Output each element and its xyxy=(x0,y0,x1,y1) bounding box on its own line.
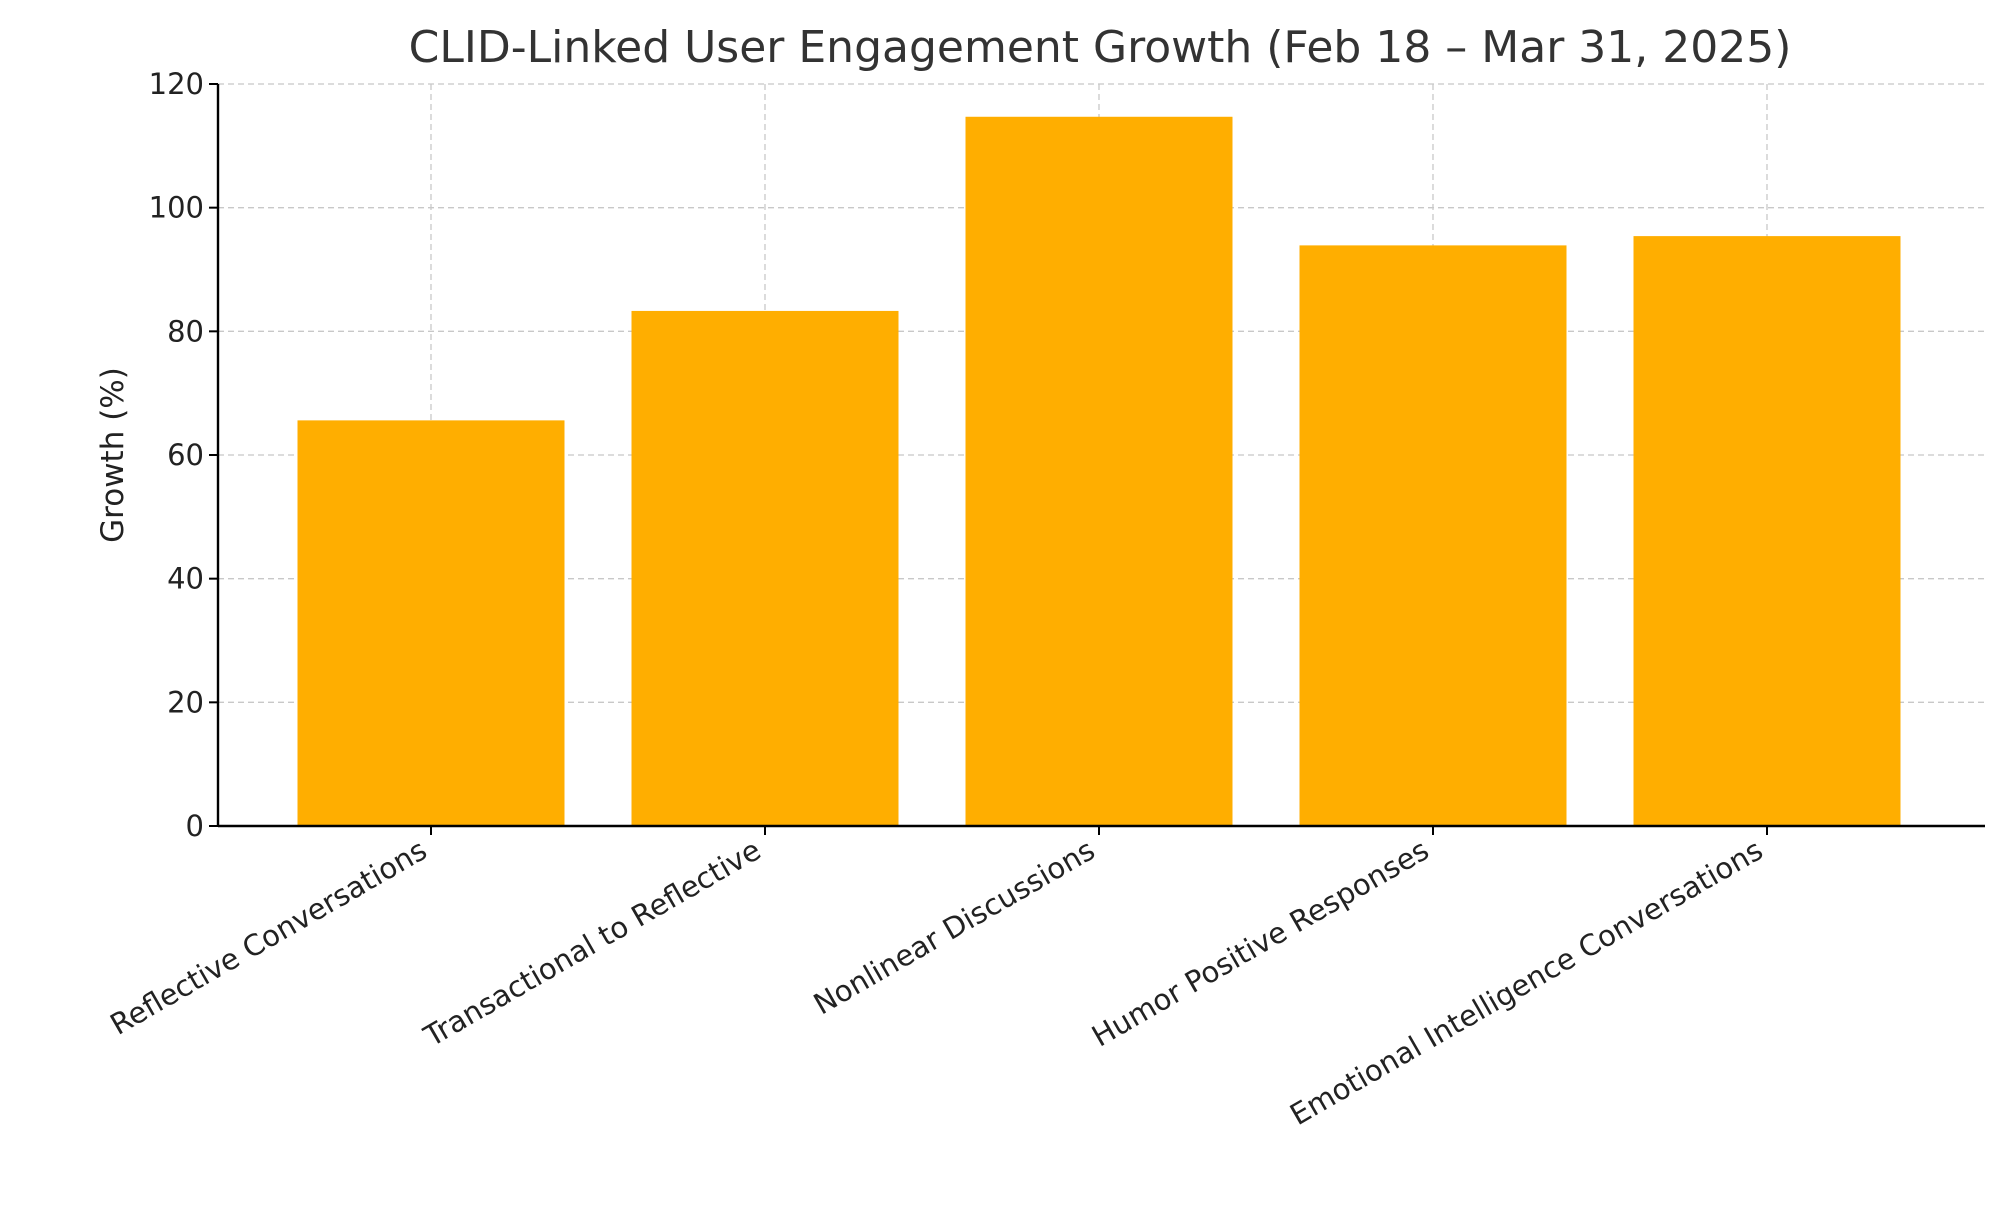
y-tick-label: 120 xyxy=(149,67,204,101)
x-tick-label: Humor Positive Responses xyxy=(1086,833,1434,1054)
y-axis-label: Growth (%) xyxy=(95,367,131,543)
y-tick-label: 60 xyxy=(167,438,204,472)
axis-layer xyxy=(209,83,1985,835)
bar xyxy=(631,310,899,826)
y-tick-label: 0 xyxy=(186,809,204,843)
x-tick-label: Transactional to Reflective xyxy=(417,833,766,1054)
y-tick-label: 80 xyxy=(167,314,204,348)
y-tick-label: 20 xyxy=(167,685,204,719)
chart-title: CLID-Linked User Engagement Growth (Feb … xyxy=(409,22,1792,73)
bar xyxy=(1299,245,1567,826)
bar-layer xyxy=(297,116,1901,827)
bar xyxy=(297,420,565,826)
x-tick-label: Reflective Conversations xyxy=(104,833,432,1042)
x-tick-label: Nonlinear Discussions xyxy=(808,833,1101,1022)
bar xyxy=(965,116,1233,826)
y-tick-label: 40 xyxy=(167,562,204,596)
bar xyxy=(1633,236,1901,827)
y-tick-label: 100 xyxy=(149,191,204,225)
